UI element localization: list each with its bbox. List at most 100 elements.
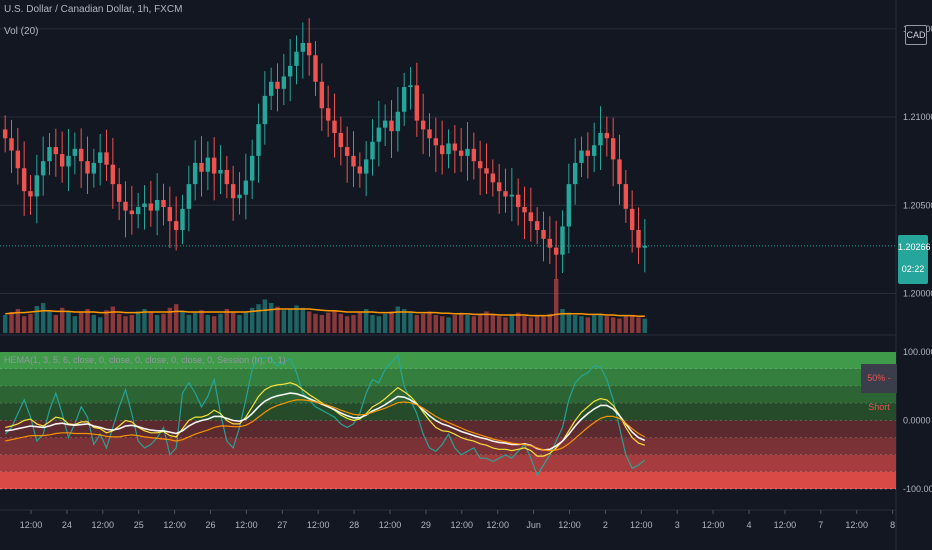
time-tick-label: 12:00 — [20, 520, 43, 530]
symbol-title: U.S. Dollar / Canadian Dollar, 1h, FXCM — [4, 4, 183, 15]
candle-body — [433, 138, 439, 146]
candle-body — [28, 191, 33, 197]
volume-bar — [34, 306, 40, 333]
volume-bar — [230, 311, 236, 333]
volume-bar — [370, 315, 375, 333]
candle-body — [53, 147, 59, 155]
candle-body — [9, 138, 14, 151]
candle-body — [534, 221, 540, 230]
volume-bar — [135, 311, 141, 333]
volume-bar — [319, 315, 325, 333]
volume-bar — [610, 317, 616, 333]
indicator-zone — [0, 420, 896, 438]
volume-bar — [325, 312, 331, 333]
volume-bar — [173, 304, 179, 333]
countdown-value: 02:22 — [901, 264, 925, 274]
candle-body — [2, 129, 8, 139]
volume-bar — [332, 310, 337, 333]
volume-bar — [211, 316, 217, 333]
candle-body — [319, 81, 325, 109]
candle-body — [256, 124, 261, 156]
candle-body — [496, 182, 502, 192]
candle-body — [110, 164, 116, 185]
candle-body — [275, 81, 280, 89]
volume-bar — [2, 315, 8, 333]
candle-body — [370, 141, 375, 160]
volume-bar — [363, 309, 369, 333]
volume-bar — [382, 313, 388, 333]
indicator-tick-label: 0.0000 — [903, 416, 931, 426]
candle-body — [262, 95, 268, 125]
signal-label-badge: 50% - Short — [861, 364, 897, 412]
time-tick-label: 4 — [746, 520, 751, 530]
volume-ma-line — [5, 308, 645, 317]
volume-bar — [9, 312, 14, 333]
candle-body — [547, 238, 553, 248]
candle-body — [129, 210, 135, 215]
volume-bar — [458, 312, 464, 333]
candle-body — [509, 194, 515, 197]
volume-bar — [433, 315, 439, 333]
time-tick-label: 12:00 — [92, 520, 115, 530]
indicator-tick-label: 100.0000 — [903, 347, 932, 357]
volume-bar — [306, 311, 312, 333]
candle-body — [439, 145, 445, 155]
volume-bar — [129, 315, 135, 333]
indicator-zone — [0, 471, 896, 489]
indicator-tick-label: -100.0000 — [903, 484, 932, 494]
volume-bar — [471, 316, 477, 333]
candle-body — [249, 155, 255, 181]
candle-body — [642, 245, 648, 248]
indicator-zone — [0, 454, 896, 472]
volume-bar — [104, 310, 109, 333]
candle-body — [458, 150, 464, 156]
volume-bar — [262, 299, 268, 333]
volume-bar — [72, 316, 78, 333]
volume-bar — [439, 316, 445, 333]
volume-bar — [123, 316, 128, 333]
indicator-line-trend — [5, 399, 646, 452]
indicator-zone — [0, 437, 896, 455]
time-tick-label: 24 — [62, 520, 72, 530]
volume-bar — [148, 312, 154, 333]
candle-body — [560, 226, 565, 255]
candle-body — [205, 157, 211, 172]
price-tick-label: 1.21000 — [903, 112, 932, 122]
candle-body — [148, 203, 154, 211]
candle-body — [167, 207, 173, 222]
currency-button[interactable]: CAD — [905, 25, 927, 45]
candle-body — [180, 208, 185, 230]
candle-body — [40, 161, 46, 176]
indicator-lines — [4, 354, 646, 477]
volume-bar — [192, 312, 198, 333]
candle-body — [154, 200, 160, 211]
time-tick-label: 12:00 — [702, 520, 725, 530]
volume-bar — [401, 309, 407, 333]
candle-body — [610, 138, 616, 160]
volume-bar — [452, 315, 458, 333]
indicator-title: HEMA(1, 3, 5, 6, close, 0, close, 0, clo… — [4, 355, 286, 365]
volume-bar — [218, 313, 223, 333]
candle-body — [306, 42, 312, 56]
volume-bar — [85, 309, 90, 333]
volume-bar — [477, 313, 483, 333]
currency-label: CAD — [906, 30, 926, 40]
candle-body — [294, 51, 299, 66]
volume-bar — [534, 315, 540, 333]
candle-body — [85, 161, 90, 174]
volume-bar — [344, 316, 350, 333]
volume-bar — [256, 304, 261, 333]
candle-body — [452, 143, 458, 151]
time-tick-label: 7 — [818, 520, 823, 530]
volume-bar — [598, 313, 603, 333]
volume-bar — [515, 312, 521, 333]
time-tick-label: 12:00 — [630, 520, 653, 530]
time-tick-label: 26 — [205, 520, 215, 530]
volume-bar — [484, 311, 489, 333]
candle-body — [541, 230, 546, 239]
candle-body — [477, 161, 483, 169]
volume-bar — [275, 306, 280, 333]
candle-body — [629, 208, 635, 230]
time-tick-label: 3 — [675, 520, 680, 530]
